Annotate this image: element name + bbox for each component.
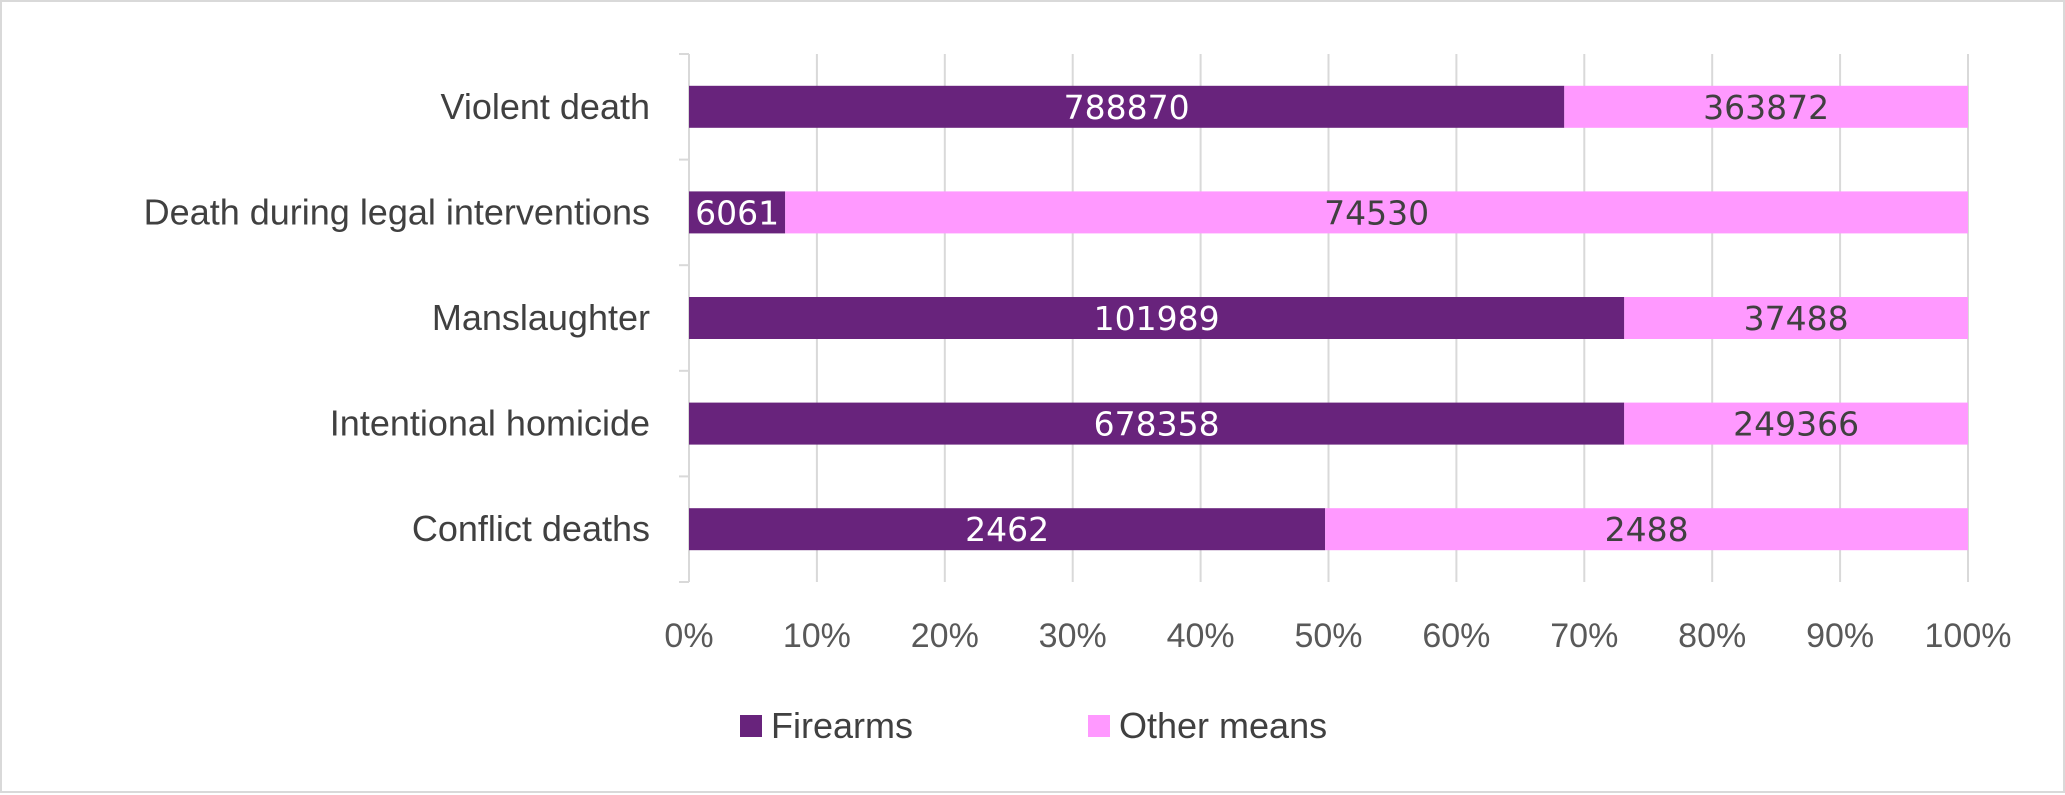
data-label: 788870 [1064,88,1190,127]
bar-segment [1564,85,1968,128]
legend-label: Firearms [771,705,913,746]
legend-label: Other means [1119,705,1327,746]
bars [689,85,1968,551]
x-tick-label: 90% [1806,617,1874,655]
category-label: Violent death [440,86,650,127]
category-label: Manslaughter [432,297,650,338]
x-tick-label: 30% [1039,617,1107,655]
legend-swatch [1088,715,1110,737]
legend-swatch [740,715,762,737]
data-label: 2462 [965,510,1049,549]
data-label: 37488 [1744,299,1849,338]
data-label: 6061 [695,193,779,232]
category-axis [679,53,690,583]
bar-segment [689,402,1625,445]
bar-segment [689,191,786,234]
bar-segment [1624,297,1968,339]
category-label: Intentional homicide [330,403,650,444]
x-tick-label: 20% [911,617,979,655]
data-label: 2488 [1605,510,1689,549]
category-labels: Violent death Death during legal interven… [144,86,650,549]
data-label: 363872 [1703,88,1829,127]
bar-segment [1624,402,1968,445]
x-tick-label: 0% [664,617,713,655]
x-tick-label: 40% [1167,617,1235,655]
x-tick-label: 50% [1294,617,1362,655]
category-label: Death during legal interventions [144,191,650,232]
x-tick-label: 10% [783,617,851,655]
data-labels: 788870 363872 6061 74530 101989 37488 678358 24… [695,88,1859,549]
legend: Firearms Other means [740,705,1327,746]
x-tick-label: 80% [1678,617,1746,655]
x-axis-tick-labels: 0% 10% 20% 30% 40% 50% 60% 70% 80% 90% 100% [664,617,2011,655]
bar-segment [1325,508,1968,551]
data-label: 74530 [1324,193,1429,232]
bar-segment [689,508,1326,551]
x-tick-label: 100% [1925,617,2012,655]
x-tick-label: 60% [1422,617,1490,655]
data-label: 678358 [1094,405,1220,444]
bar-segment [689,297,1625,339]
bar-segment [785,191,1968,234]
category-label: Conflict deaths [412,508,650,549]
data-label: 249366 [1733,405,1859,444]
data-label: 101989 [1094,299,1220,338]
x-tick-label: 70% [1550,617,1618,655]
bar-segment [689,85,1565,128]
